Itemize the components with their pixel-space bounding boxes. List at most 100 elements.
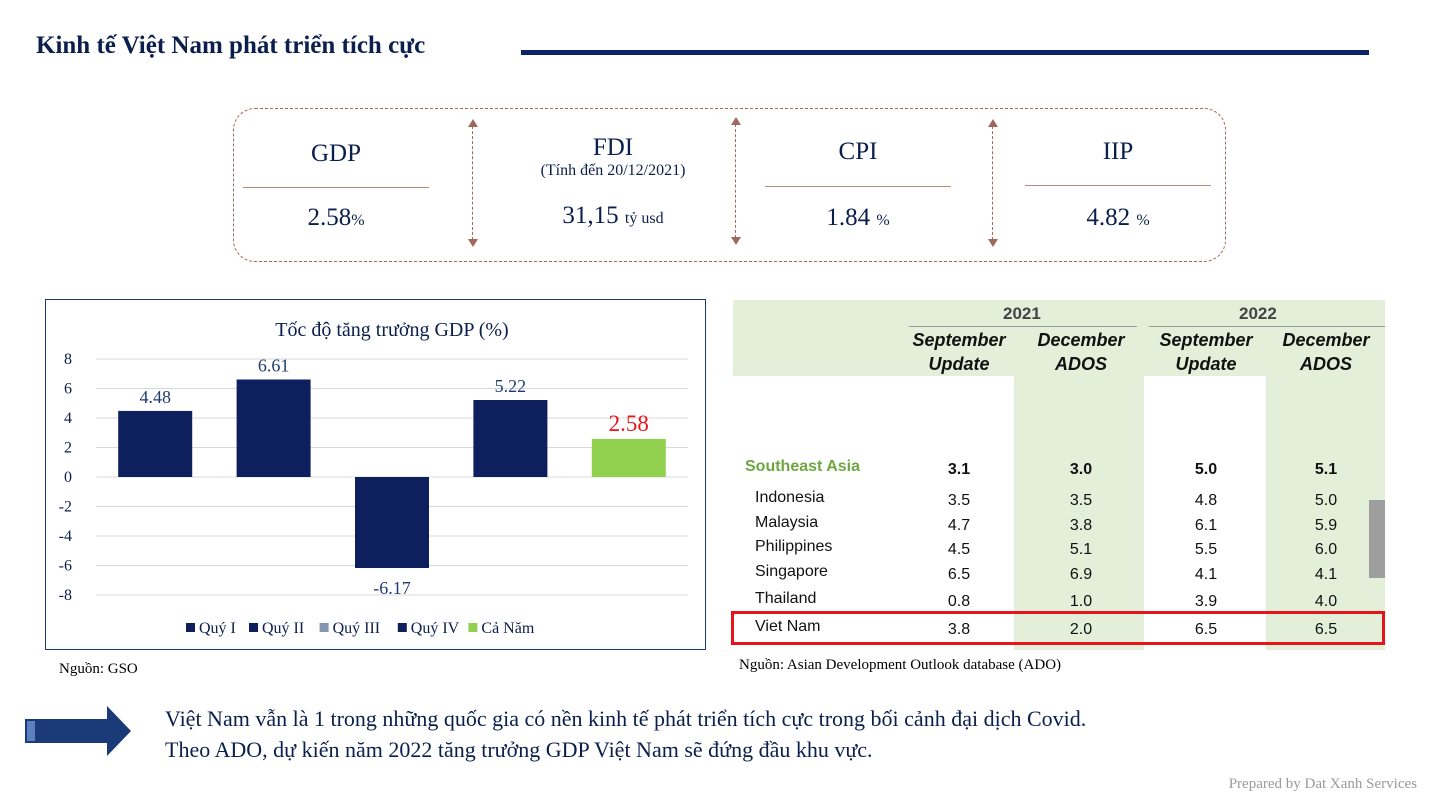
legend-label: Quý I: [199, 620, 236, 637]
legend-swatch: [397, 623, 407, 632]
table-cell: 6.5: [1314, 621, 1338, 638]
table-cell: 4.5: [947, 541, 971, 558]
kpi-iip-value: 4.82: [1086, 204, 1131, 231]
legend-label: Quý IV: [411, 620, 460, 637]
y-tick-label: 8: [64, 351, 72, 368]
kpi-cpi-value-row: 1.84 %: [765, 204, 951, 232]
y-tick-label: -2: [59, 499, 72, 516]
table-cell: 5.0: [1314, 492, 1338, 509]
table-cell: 6.9: [1069, 566, 1093, 583]
column-header-line: September: [1159, 330, 1253, 350]
column-header-line: December: [1037, 330, 1125, 350]
y-tick-label: -6: [59, 558, 72, 575]
kpi-fdi-value-row: 31,15 tỷ usd: [512, 202, 714, 230]
table-cell: 5.1: [1314, 461, 1338, 478]
kpi-iip-unit: %: [1136, 212, 1150, 229]
kpi-divider: [765, 186, 951, 187]
row-label: Viet Nam: [755, 618, 821, 635]
bar-3: [355, 477, 429, 569]
conclusion-line: Theo ADO, dự kiến năm 2022 tăng trưởng G…: [165, 737, 873, 762]
table-cell: 3.8: [947, 621, 971, 638]
gdp-chart-svg: Tốc độ tăng trưởng GDP (%) 8 6 4 2 0 -2 -4 -6 -8 4…: [59, 319, 688, 637]
ado-source: Nguồn: Asian Development Outlook databas…: [739, 657, 1062, 673]
kpi-gdp-label: GDP: [310, 140, 361, 167]
page-title: Kinh tế Việt Nam phát triển tích cực: [36, 32, 426, 59]
table-cell: 2.0: [1069, 621, 1093, 638]
kpi-gdp-unit: %: [351, 212, 365, 229]
row-label: Malaysia: [755, 514, 819, 531]
column-header-line: ADOS: [1054, 354, 1107, 374]
bar-1: [118, 410, 193, 477]
bar-5: [591, 438, 666, 477]
data-label: 6.61: [258, 356, 290, 376]
footer-credit: Prepared by Dat Xanh Services: [1228, 776, 1417, 792]
year-header: 2022: [1239, 304, 1277, 323]
table-cell: 5.5: [1194, 541, 1218, 558]
column-header: December ADOS: [1021, 328, 1141, 376]
data-label: 2.58: [609, 411, 649, 436]
legend-label: Quý III: [333, 620, 381, 637]
legend-swatch: [319, 623, 329, 632]
row-label: Thailand: [755, 590, 817, 607]
kpi-cpi-value: 1.84: [826, 204, 871, 231]
y-tick-label: 4: [64, 410, 72, 427]
viet-nam-highlight: [731, 611, 1385, 645]
kpi-separator: [987, 119, 998, 247]
column-header-line: December: [1282, 330, 1370, 350]
kpi-fdi: FDI (Tính đến 20/12/2021) 31,15 tỷ usd: [512, 134, 714, 240]
chart-title: Tốc độ tăng trưởng GDP (%): [275, 319, 508, 341]
kpi-gdp-value-row: 2.58%: [243, 204, 429, 232]
kpi-iip: IIP 4.82 %: [1025, 138, 1211, 238]
table-cell: 0.8: [947, 593, 971, 610]
kpi-cpi: CPI 1.84 %: [765, 138, 951, 238]
column-shade: [1266, 376, 1385, 650]
table-cell: 1.0: [1069, 593, 1093, 610]
legend-swatch: [468, 623, 478, 632]
kpi-separator: [467, 119, 478, 247]
table-cell: 6.0: [1314, 541, 1338, 558]
column-header: September Update: [899, 328, 1019, 376]
conclusion-line: Việt Nam vẫn là 1 trong những quốc gia c…: [165, 706, 1087, 731]
kpi-panel: [233, 108, 1226, 262]
legend-label: Cả Năm: [481, 620, 534, 637]
y-tick-label: -4: [59, 528, 72, 545]
chart-source: Nguồn: GSO: [59, 661, 138, 677]
kpi-divider: [243, 187, 429, 188]
column-header-line: Update: [928, 354, 990, 374]
legend-swatch: [186, 623, 195, 632]
year-rule: [909, 326, 1137, 327]
table-cell: 4.8: [1194, 492, 1218, 509]
table-cell: 4.7: [947, 517, 971, 534]
bar-4: [473, 400, 548, 477]
table-cell: 3.1: [947, 461, 971, 478]
table-cell: 4.1: [1314, 566, 1338, 583]
data-label: 4.48: [139, 387, 171, 407]
table-cell: 6.5: [1194, 621, 1218, 638]
gdp-chart: Tốc độ tăng trưởng GDP (%) 8 6 4 2 0 -2 -4 -6 -8 4…: [45, 299, 706, 650]
table-cell: 4.1: [1194, 566, 1218, 583]
kpi-divider: [1025, 185, 1211, 186]
data-label: 5.22: [495, 376, 527, 396]
column-header: December ADOS: [1266, 328, 1385, 376]
kpi-fdi-unit: tỷ usd: [624, 210, 664, 227]
table-cell: 5.1: [1069, 541, 1093, 558]
scrollbar-thumb[interactable]: [1369, 500, 1385, 578]
legend-label: Quý II: [262, 620, 304, 637]
kpi-cpi-label: CPI: [838, 138, 878, 165]
legend-swatch: [249, 623, 258, 632]
title-underline: [521, 50, 1369, 55]
year-header: 2021: [1003, 304, 1041, 323]
data-label: -6.17: [373, 578, 411, 598]
y-tick-label: 0: [64, 469, 72, 486]
table-cell: 6.1: [1194, 517, 1218, 534]
table-cell: 4.0: [1314, 593, 1338, 610]
column-header-line: Update: [1175, 354, 1237, 374]
kpi-fdi-sub: (Tính đến 20/12/2021): [540, 162, 686, 179]
bar-2: [236, 379, 311, 477]
column-header: September Update: [1146, 328, 1266, 376]
y-tick-label: 2: [64, 440, 72, 457]
row-label: Singapore: [755, 563, 828, 580]
table-cell: 3.0: [1069, 461, 1093, 478]
column-header-line: September: [912, 330, 1006, 350]
y-tick-label: 6: [64, 381, 72, 398]
